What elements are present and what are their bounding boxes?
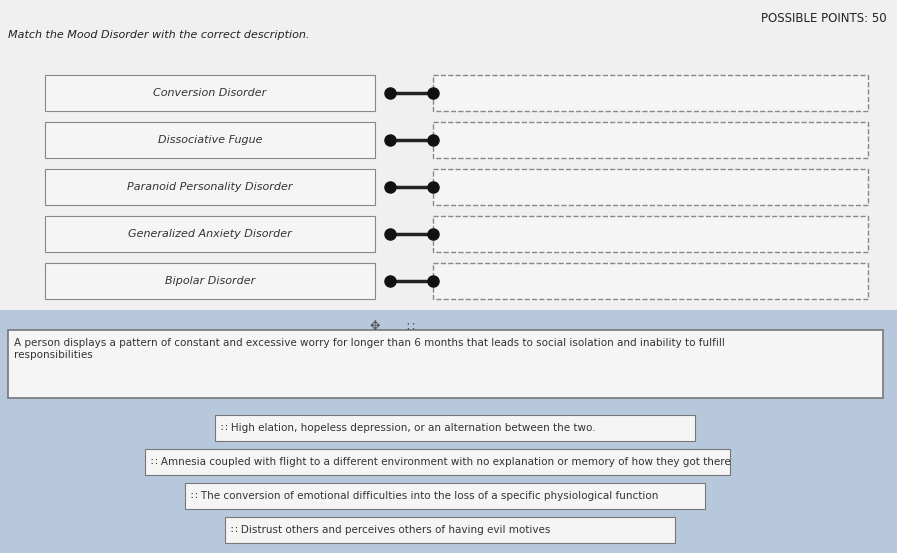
Text: ∷ The conversion of emotional difficulties into the loss of a specific physiolog: ∷ The conversion of emotional difficulti…: [191, 491, 658, 501]
Text: Bipolar Disorder: Bipolar Disorder: [165, 276, 255, 286]
Text: Dissociative Fugue: Dissociative Fugue: [158, 135, 262, 145]
FancyBboxPatch shape: [433, 122, 868, 158]
Text: ∷: ∷: [406, 320, 414, 333]
Text: Match the Mood Disorder with the correct description.: Match the Mood Disorder with the correct…: [8, 30, 309, 40]
FancyBboxPatch shape: [433, 263, 868, 299]
Text: ∷ Amnesia coupled with flight to a different environment with no explanation or : ∷ Amnesia coupled with flight to a diffe…: [151, 457, 731, 467]
Text: Conversion Disorder: Conversion Disorder: [153, 88, 266, 98]
FancyBboxPatch shape: [45, 216, 375, 252]
FancyBboxPatch shape: [433, 216, 868, 252]
FancyBboxPatch shape: [145, 449, 730, 475]
FancyBboxPatch shape: [45, 169, 375, 205]
FancyBboxPatch shape: [0, 310, 897, 553]
Text: ∷ High elation, hopeless depression, or an alternation between the two.: ∷ High elation, hopeless depression, or …: [221, 423, 596, 433]
FancyBboxPatch shape: [433, 169, 868, 205]
Text: ∷ Distrust others and perceives others of having evil motives: ∷ Distrust others and perceives others o…: [231, 525, 551, 535]
FancyBboxPatch shape: [215, 415, 695, 441]
FancyBboxPatch shape: [185, 483, 705, 509]
FancyBboxPatch shape: [45, 75, 375, 111]
Text: Paranoid Personality Disorder: Paranoid Personality Disorder: [127, 182, 292, 192]
Text: A person displays a pattern of constant and excessive worry for longer than 6 mo: A person displays a pattern of constant …: [14, 338, 725, 359]
FancyBboxPatch shape: [225, 517, 675, 543]
Text: POSSIBLE POINTS: 50: POSSIBLE POINTS: 50: [762, 12, 887, 25]
Text: Generalized Anxiety Disorder: Generalized Anxiety Disorder: [128, 229, 292, 239]
FancyBboxPatch shape: [45, 263, 375, 299]
Text: ✥: ✥: [370, 320, 380, 333]
FancyBboxPatch shape: [0, 0, 897, 310]
FancyBboxPatch shape: [45, 122, 375, 158]
FancyBboxPatch shape: [8, 330, 883, 398]
FancyBboxPatch shape: [433, 75, 868, 111]
